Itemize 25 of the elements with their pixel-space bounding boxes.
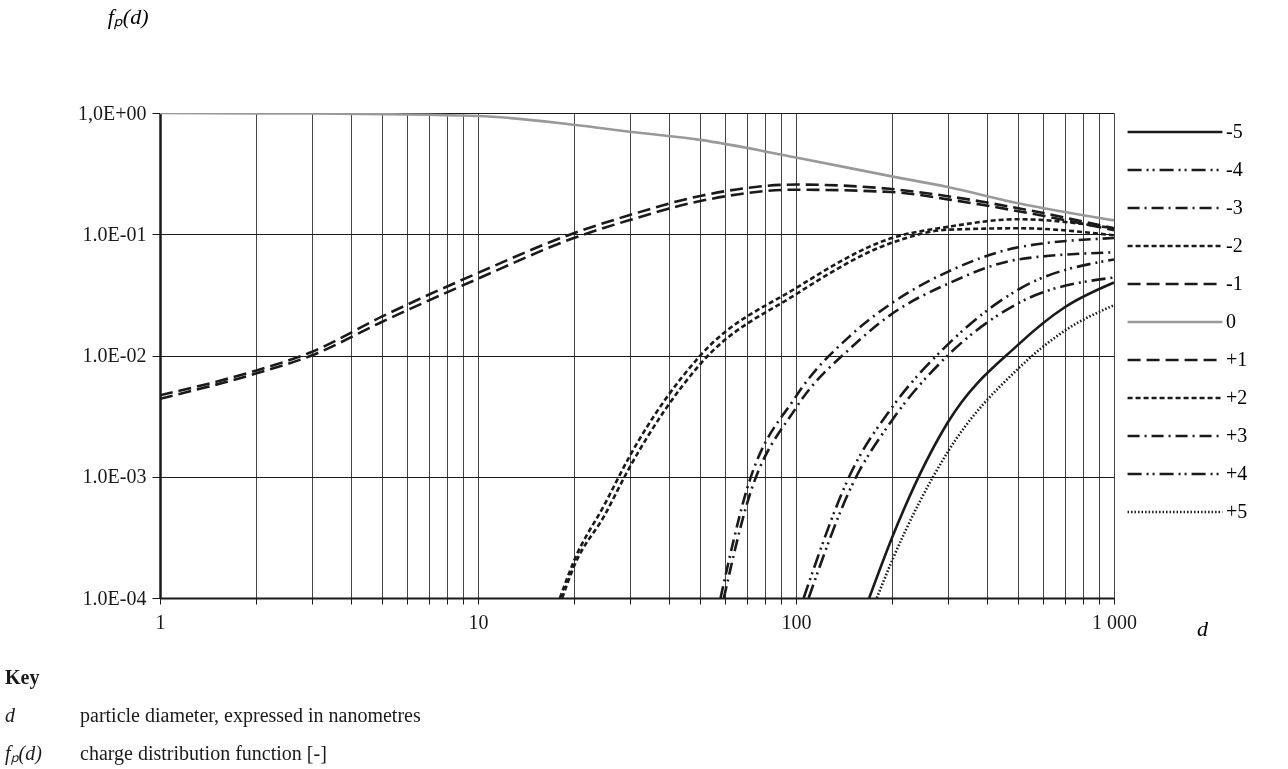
legend-label: +5 [1226, 500, 1248, 522]
y-tick-label: 1,0E+00 [78, 101, 147, 124]
y-tick-label: 1.0E-04 [82, 586, 147, 609]
text: Key [5, 666, 40, 689]
y-tick-label: 1.0E-01 [82, 222, 147, 245]
legend-label: -4 [1226, 158, 1243, 180]
x-tick-label: 100 [781, 610, 812, 633]
y-tick-label: 1.0E-03 [82, 465, 147, 488]
x-tick-label: 1 000 [1092, 610, 1137, 633]
legend-label: -5 [1226, 120, 1243, 142]
legend-label: -2 [1226, 234, 1243, 256]
legend-label: 0 [1226, 310, 1236, 332]
legend-label: +2 [1226, 386, 1248, 408]
legend-label: -1 [1226, 272, 1243, 294]
legend-label: +3 [1226, 424, 1248, 446]
x-axis-title: d [1197, 615, 1209, 641]
legend-label: +1 [1226, 348, 1248, 370]
legend-label: +4 [1226, 462, 1248, 484]
y-axis-title: fₚ(d) [107, 3, 149, 30]
text: d particle diameter, expressed in nanometres [5, 704, 421, 726]
x-tick-label: 10 [468, 610, 489, 633]
legend-label: -3 [1226, 196, 1243, 218]
y-tick-label: 1.0E-02 [82, 344, 147, 366]
x-tick-label: 1 [155, 610, 166, 633]
text: fₚ(d) charge distribution function [-] [5, 742, 327, 764]
